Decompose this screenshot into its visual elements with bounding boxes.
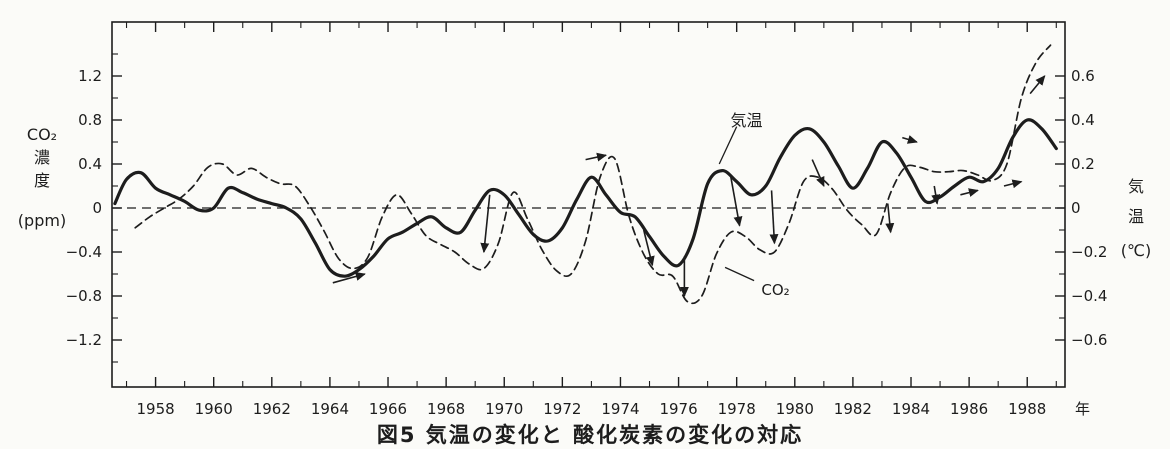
series-line-temperature <box>113 118 1058 278</box>
lag-arrow <box>730 177 743 227</box>
lag-arrow <box>769 190 779 245</box>
x-tick-label: 1962 <box>253 400 291 418</box>
x-tick-label: 1968 <box>427 400 465 418</box>
right-axis-title-line: 気 <box>1128 177 1144 196</box>
series-annotation-temperature: 気温 <box>730 111 762 130</box>
lag-arrow <box>1029 75 1046 95</box>
lag-arrow <box>332 272 366 284</box>
left-axis-title-line: 度 <box>34 171 50 190</box>
x-tick-label: 1988 <box>1008 400 1046 418</box>
x-tick-label: 1986 <box>950 400 988 418</box>
series-line-co2 <box>134 44 1052 305</box>
left-tick-label: 1.2 <box>78 67 102 85</box>
right-tick-label: 0 <box>1071 199 1081 217</box>
arrows-layer <box>332 75 1046 298</box>
left-tick-label: 0.8 <box>78 111 102 129</box>
x-tick-label: 1970 <box>485 400 523 418</box>
right-tick-label: −0.4 <box>1071 287 1107 305</box>
x-tick-label: 1976 <box>659 400 697 418</box>
right-tick-label: −0.2 <box>1071 243 1107 261</box>
right-axis-title-line: 温 <box>1128 207 1144 226</box>
x-tick-label: 1974 <box>601 400 639 418</box>
figure-caption: 図5 気温の変化と 酸化炭素の変化の対応 <box>377 423 803 445</box>
lag-arrow <box>960 188 979 197</box>
lag-arrow <box>585 152 608 162</box>
left-tick-label: −1.2 <box>66 331 102 349</box>
right-tick-label: −0.6 <box>1071 331 1107 349</box>
right-tick-label: 0.6 <box>1071 67 1095 85</box>
annotation-leader <box>724 266 755 282</box>
x-tick-label: 1964 <box>311 400 349 418</box>
lag-arrow <box>480 194 491 254</box>
left-axis-title: CO₂ 濃 度 (ppm) <box>18 125 66 230</box>
lag-arrow <box>885 203 895 234</box>
lag-arrow <box>902 135 918 144</box>
x-tick-label: 1984 <box>892 400 930 418</box>
left-axis-title-line: 濃 <box>34 148 50 167</box>
right-tick-label: 0.4 <box>1071 111 1095 129</box>
annotations-layer: 気温 CO₂ <box>718 111 790 299</box>
ticks-layer: 1958 1960 1962 1964 1966 1968 1970 1972 1974 1976… <box>66 22 1107 418</box>
left-axis-title-line: CO₂ <box>27 125 57 144</box>
x-tick-label: 1982 <box>834 400 872 418</box>
series-layer <box>113 44 1058 305</box>
x-tick-label: 1972 <box>543 400 581 418</box>
right-tick-label: 0.2 <box>1071 155 1095 173</box>
x-tick-label: 1966 <box>369 400 407 418</box>
x-tick-label: 1978 <box>718 400 756 418</box>
x-tick-label: 1958 <box>136 400 174 418</box>
annotation-leader <box>718 126 738 165</box>
left-tick-label: −0.8 <box>66 287 102 305</box>
x-tick-label: 1960 <box>195 400 233 418</box>
x-unit-label: 年 <box>1075 400 1090 418</box>
left-axis-title-line: (ppm) <box>18 211 66 230</box>
lag-arrow <box>1003 179 1023 189</box>
right-axis-title-line: (℃) <box>1121 241 1151 260</box>
lag-arrow <box>811 159 825 188</box>
lag-arrow <box>642 229 655 267</box>
left-tick-label: 0 <box>92 199 102 217</box>
series-annotation-co2: CO₂ <box>761 281 789 299</box>
right-axis-title: 気 温 (℃) <box>1121 177 1151 260</box>
lag-arrow <box>931 185 941 205</box>
left-tick-label: 0.4 <box>78 155 102 173</box>
x-tick-label: 1980 <box>776 400 814 418</box>
plot-frame <box>111 21 1066 388</box>
left-tick-label: −0.4 <box>66 243 102 261</box>
